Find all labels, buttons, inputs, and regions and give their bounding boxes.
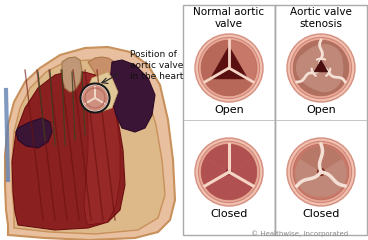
Circle shape	[201, 144, 257, 200]
Polygon shape	[296, 54, 323, 92]
Text: Open: Open	[306, 105, 336, 115]
Polygon shape	[0, 0, 185, 240]
Polygon shape	[88, 57, 118, 110]
Circle shape	[290, 141, 351, 203]
Polygon shape	[205, 68, 253, 96]
Polygon shape	[320, 159, 347, 197]
Polygon shape	[86, 72, 118, 112]
Polygon shape	[12, 60, 165, 234]
Circle shape	[226, 169, 232, 175]
Circle shape	[198, 141, 259, 203]
Polygon shape	[295, 159, 322, 197]
Polygon shape	[300, 44, 343, 68]
Circle shape	[198, 37, 259, 99]
Polygon shape	[5, 47, 175, 240]
Polygon shape	[210, 46, 248, 79]
Text: Normal aortic
valve: Normal aortic valve	[194, 7, 265, 29]
Circle shape	[201, 40, 257, 96]
Circle shape	[195, 138, 263, 206]
Circle shape	[81, 84, 110, 113]
Polygon shape	[319, 54, 343, 92]
Polygon shape	[314, 60, 328, 72]
Text: Open: Open	[214, 105, 244, 115]
Circle shape	[195, 34, 263, 102]
Polygon shape	[110, 60, 155, 132]
Polygon shape	[62, 57, 82, 92]
Text: Aortic valve
stenosis: Aortic valve stenosis	[290, 7, 352, 29]
Polygon shape	[80, 72, 120, 225]
Text: Closed: Closed	[210, 209, 248, 219]
Text: Position of
aortic valve
in the heart: Position of aortic valve in the heart	[130, 50, 183, 81]
Polygon shape	[201, 158, 229, 200]
Polygon shape	[201, 40, 229, 82]
Text: © Healthwise, Incorporated: © Healthwise, Incorporated	[251, 230, 348, 237]
Polygon shape	[86, 78, 118, 112]
Polygon shape	[12, 70, 125, 230]
Polygon shape	[205, 144, 253, 172]
Polygon shape	[229, 158, 257, 200]
Circle shape	[290, 37, 351, 99]
Circle shape	[287, 138, 355, 206]
Polygon shape	[201, 40, 253, 96]
Circle shape	[293, 40, 349, 96]
Circle shape	[293, 40, 349, 96]
Polygon shape	[299, 146, 343, 172]
Circle shape	[317, 168, 325, 176]
Circle shape	[82, 85, 108, 111]
Polygon shape	[16, 118, 52, 148]
Circle shape	[293, 144, 349, 200]
Text: Closed: Closed	[302, 209, 340, 219]
Bar	[275, 5, 367, 235]
Circle shape	[287, 34, 355, 102]
Bar	[183, 5, 275, 235]
